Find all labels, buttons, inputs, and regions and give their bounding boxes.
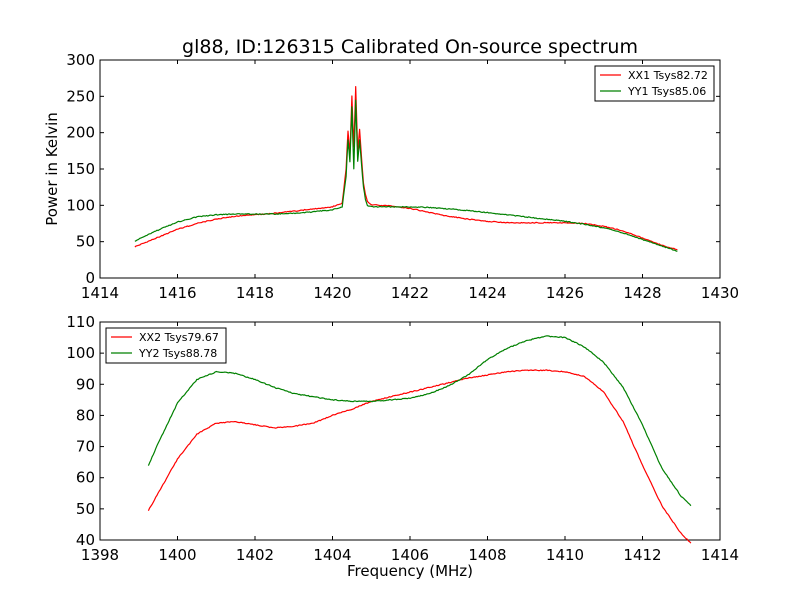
top-legend-label-2: YY1 Tsys85.06 (627, 85, 706, 98)
bottom-x-tick-label: 1402 (236, 546, 274, 564)
top-x-tick-label: 1418 (236, 284, 274, 302)
bottom-y-tick-label: 70 (76, 438, 95, 456)
top-y-tick-label: 0 (85, 269, 95, 287)
top-panel: 1414 1416 1418 1420 1422 1424 1426 1428 1430 0 50 1… (43, 51, 739, 302)
figure-title: gl88, ID:126315 Calibrated On-source spe… (182, 36, 638, 58)
bottom-y-tick-label: 90 (76, 375, 95, 393)
top-legend: XX1 Tsys82.72 YY1 Tsys85.06 (594, 65, 715, 102)
bottom-legend-label-2: YY2 Tsys88.78 (138, 347, 217, 360)
top-x-tick-label: 1428 (623, 284, 661, 302)
bottom-y-tick-label: 60 (76, 469, 95, 487)
bottom-legend: XX2 Tsys79.67 YY2 Tsys88.78 (105, 327, 227, 364)
top-y-tick-label: 50 (76, 233, 95, 251)
top-x-tick-label: 1416 (158, 284, 196, 302)
bottom-x-tick-label: 1414 (701, 546, 739, 564)
top-x-tick-label: 1422 (391, 284, 429, 302)
top-x-tick-label: 1430 (701, 284, 739, 302)
top-y-tick-label: 250 (66, 87, 95, 105)
bottom-x-tick-label: 1404 (313, 546, 351, 564)
top-y-tick-label: 100 (66, 196, 95, 214)
bottom-legend-label-1: XX2 Tsys79.67 (139, 331, 219, 344)
bottom-x-tick-label: 1398 (81, 546, 119, 564)
top-x-tick-label: 1420 (313, 284, 351, 302)
bottom-x-tick-label: 1406 (391, 546, 429, 564)
bottom-legend-frame (105, 327, 227, 364)
top-series-line-2 (134, 99, 678, 252)
bottom-series-line-1 (147, 369, 692, 544)
bottom-x-axis-label: Frequency (MHz) (347, 562, 473, 580)
bottom-y-tick-label: 100 (66, 344, 95, 362)
top-x-tick-label: 1414 (81, 284, 119, 302)
top-y-tick-label: 200 (66, 124, 95, 142)
bottom-y-tick-label: 80 (76, 406, 95, 424)
top-legend-label-1: XX1 Tsys82.72 (628, 69, 708, 82)
top-x-tick-label: 1426 (546, 284, 584, 302)
bottom-series-lines (147, 335, 692, 544)
bottom-x-tick-label: 1410 (546, 546, 584, 564)
top-axis-ticks: 1414 1416 1418 1420 1422 1424 1426 1428 1430 0 50 1… (66, 51, 739, 302)
bottom-series-line-2 (147, 335, 692, 507)
top-y-tick-label: 300 (66, 51, 95, 69)
bottom-y-tick-label: 50 (76, 500, 95, 518)
bottom-x-tick-label: 1400 (158, 546, 196, 564)
top-series-lines (134, 85, 678, 252)
top-y-axis-label: Power in Kelvin (43, 112, 61, 226)
bottom-axis-ticks: 1398 1400 1402 1404 1406 1408 1410 1412 1414 40 50… (66, 313, 739, 564)
top-y-tick-label: 150 (66, 160, 95, 178)
bottom-y-tick-label: 40 (76, 531, 95, 549)
top-series-line-1 (134, 85, 678, 251)
top-x-tick-label: 1424 (468, 284, 506, 302)
bottom-y-tick-label: 110 (66, 313, 95, 331)
bottom-x-tick-label: 1408 (468, 546, 506, 564)
top-legend-frame (594, 65, 715, 102)
bottom-panel: 1398 1400 1402 1404 1406 1408 1410 1412 1414 40 50… (66, 313, 739, 580)
bottom-x-tick-label: 1412 (623, 546, 661, 564)
